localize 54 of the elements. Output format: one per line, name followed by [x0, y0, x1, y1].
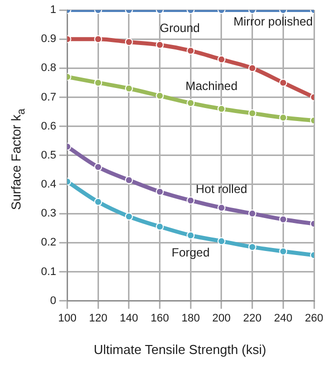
point [124, 84, 133, 93]
point [156, 188, 164, 196]
x-tick-label: 100 [58, 312, 76, 324]
x-tick-label: 200 [212, 312, 231, 324]
point [279, 247, 288, 256]
point [124, 212, 133, 220]
series-label: Mirror polished [233, 14, 313, 28]
point [248, 109, 256, 118]
x-tick-label: 120 [88, 312, 108, 324]
point [94, 78, 102, 87]
x-tick-label: 160 [150, 312, 169, 324]
x-axis-title: Ultimate Tensile Strength (ksi) [92, 342, 268, 357]
point [248, 243, 256, 251]
point [279, 114, 288, 122]
series-label: Hot rolled [196, 182, 248, 196]
point [186, 99, 195, 108]
y-tick-label: 0.1 [40, 266, 56, 278]
y-tick-label: 0.5 [40, 149, 56, 162]
point [248, 210, 256, 218]
point [124, 38, 133, 46]
y-tick-label: 0 [50, 294, 56, 307]
point [94, 198, 102, 206]
y-tick-label: 0.3 [40, 208, 56, 220]
point [217, 204, 226, 212]
point [186, 46, 195, 55]
x-tick-label: 260 [304, 312, 324, 324]
point [279, 215, 288, 224]
point [94, 163, 102, 172]
x-tick-label: 140 [120, 312, 138, 324]
series-label: Forged [172, 246, 210, 260]
point [124, 176, 133, 184]
series-label: Machined [185, 79, 238, 94]
point [156, 40, 164, 49]
y-tick-label: 1 [50, 4, 56, 16]
y-tick-label: 0.7 [40, 91, 56, 104]
point [156, 92, 164, 100]
point [279, 78, 288, 87]
y-tick-label: 0.8 [40, 62, 56, 74]
point [217, 55, 226, 64]
y-tick-label: 0.6 [40, 120, 56, 132]
x-tick-label: 240 [274, 312, 292, 324]
point [248, 64, 256, 72]
point [217, 104, 226, 113]
point [217, 237, 226, 246]
y-tick-label: 0.2 [40, 236, 56, 249]
point [186, 231, 195, 240]
series-label: Ground [160, 21, 200, 36]
y-tick-label: 0.9 [40, 33, 56, 46]
y-tick-label: 0.4 [40, 178, 56, 191]
x-tick-label: 180 [181, 312, 200, 324]
x-tick-label: 220 [243, 312, 262, 324]
point [94, 35, 102, 44]
point [156, 222, 164, 231]
point [186, 196, 195, 204]
